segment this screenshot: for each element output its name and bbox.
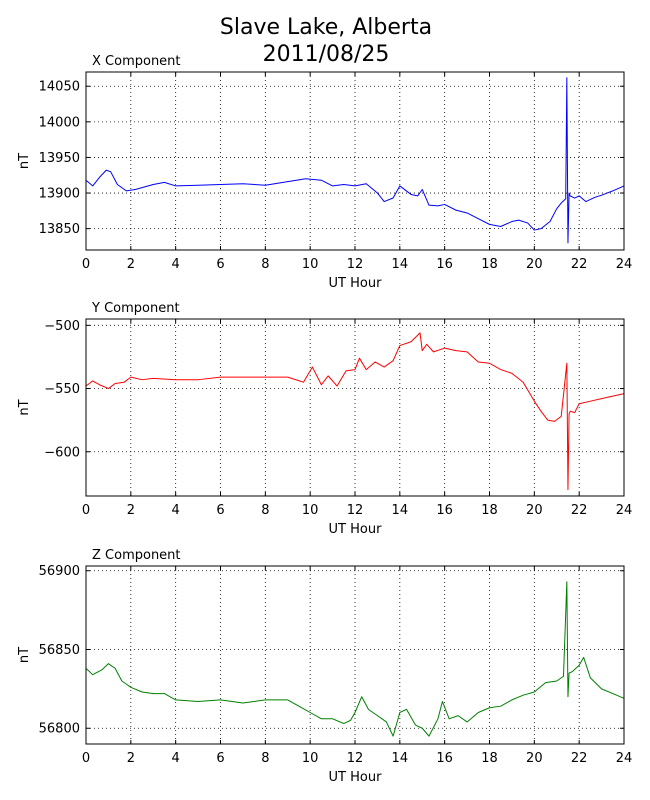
panel-title: Z Component [92, 548, 181, 563]
x-tick-label: 16 [436, 257, 453, 272]
x-tick-label: 4 [172, 751, 180, 766]
x-tick-label: 20 [526, 503, 543, 518]
x-tick-label: 18 [481, 257, 498, 272]
x-tick-label: 20 [526, 751, 543, 766]
y-axis-label: nT [17, 153, 32, 169]
y-tick-label: 14000 [39, 115, 80, 130]
data-line [85, 581, 625, 737]
x-tick-label: 4 [172, 257, 180, 272]
x-tick-label: 4 [172, 503, 180, 518]
panel-title: Y Component [91, 301, 180, 316]
x-tick-label: 2 [127, 503, 135, 518]
y-axis-label: nT [17, 399, 32, 415]
y-tick-label: 13950 [39, 151, 80, 166]
y-tick-label: 13850 [39, 222, 80, 237]
data-line [85, 332, 625, 491]
x-tick-label: 14 [392, 751, 409, 766]
x-tick-label: 16 [436, 503, 453, 518]
x-tick-label: 8 [261, 257, 269, 272]
y-tick-label: −550 [44, 382, 80, 397]
x-tick-label: 0 [82, 751, 90, 766]
x-tick-label: 8 [261, 503, 269, 518]
y-tick-label: 56900 [39, 564, 80, 579]
x-tick-label: 2 [127, 751, 135, 766]
x-tick-label: 10 [302, 503, 319, 518]
x-tick-label: 12 [347, 751, 364, 766]
x-tick-label: 0 [82, 503, 90, 518]
x-axis-label: UT Hour [329, 522, 383, 537]
x-tick-label: 2 [127, 257, 135, 272]
x-tick-label: 22 [571, 257, 588, 272]
x-tick-label: 14 [392, 503, 409, 518]
x-tick-label: 10 [302, 257, 319, 272]
y-tick-label: 56850 [39, 643, 80, 658]
x-tick-label: 18 [481, 503, 498, 518]
x-tick-label: 12 [347, 257, 364, 272]
y-tick-label: 13900 [39, 187, 80, 202]
x-tick-label: 14 [392, 257, 409, 272]
x-tick-label: 18 [481, 751, 498, 766]
x-tick-label: 24 [616, 257, 633, 272]
x-tick-label: 6 [216, 257, 224, 272]
x-tick-label: 20 [526, 257, 543, 272]
x-tick-label: 22 [571, 503, 588, 518]
x-axis-label: UT Hour [329, 276, 383, 291]
x-tick-label: 22 [571, 751, 588, 766]
y-tick-label: −600 [44, 445, 80, 460]
y-tick-label: 56800 [39, 722, 80, 737]
y-axis-label: nT [17, 647, 32, 663]
x-axis-label: UT Hour [329, 770, 383, 785]
panel-title: X Component [92, 54, 181, 69]
x-tick-label: 12 [347, 503, 364, 518]
y-tick-label: 14050 [39, 80, 80, 95]
figure-title-line1: Slave Lake, Alberta [220, 15, 432, 40]
x-tick-label: 8 [261, 751, 269, 766]
chart-panels: 0 2 4 6 8 10 12 14 16 18 20 22 241385013900139501400… [17, 54, 632, 785]
chart-panel-1: 0 2 4 6 8 10 12 14 16 18 20 22 241385013900139501400… [17, 54, 632, 291]
x-tick-label: 6 [216, 751, 224, 766]
x-tick-label: 24 [616, 503, 633, 518]
x-tick-label: 16 [436, 751, 453, 766]
x-tick-label: 10 [302, 751, 319, 766]
x-tick-label: 24 [616, 751, 633, 766]
x-tick-label: 0 [82, 257, 90, 272]
figure-title-line2: 2011/08/25 [263, 42, 390, 67]
x-tick-label: 6 [216, 503, 224, 518]
y-tick-label: −500 [44, 319, 80, 334]
data-line [85, 77, 625, 244]
